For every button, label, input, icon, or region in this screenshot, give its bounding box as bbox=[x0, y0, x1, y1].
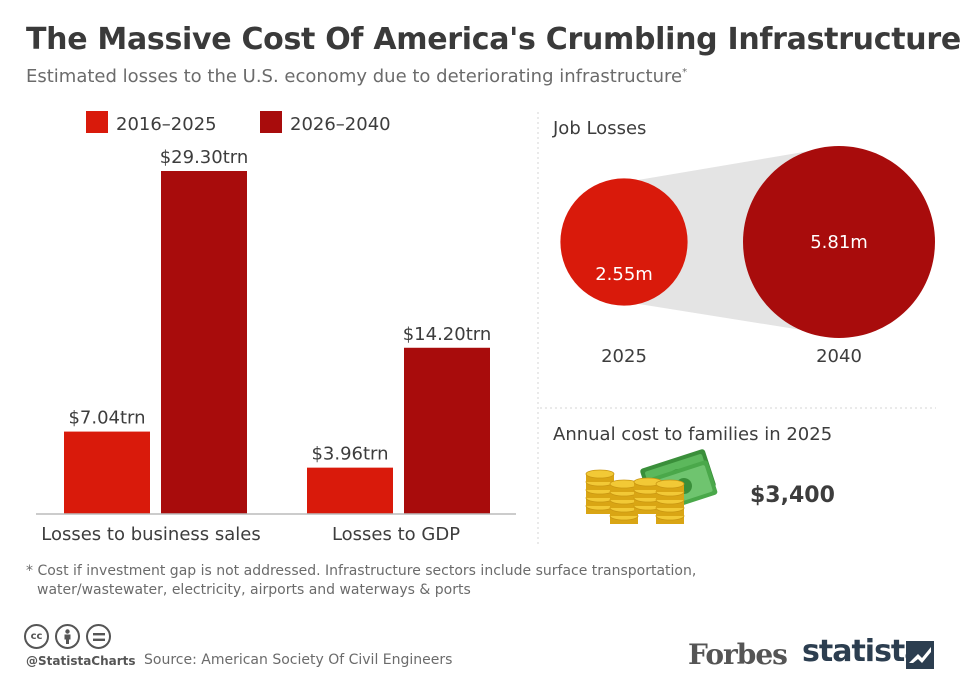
bar-2016-2025-business-sales bbox=[64, 431, 150, 514]
legend-label-2026-2040: 2026–2040 bbox=[290, 114, 391, 135]
statista-logo-icon bbox=[906, 641, 934, 669]
bar-value-label: $29.30trn bbox=[160, 147, 249, 168]
legend-swatch-2026-2040 bbox=[260, 111, 282, 133]
bar-value-label: $3.96trn bbox=[311, 444, 388, 465]
bar-2016-2025-gdp bbox=[307, 467, 393, 514]
bar-group: $7.04trn $3.96trn $29.30trn $14.20trn bbox=[64, 147, 491, 514]
families-title: Annual cost to families in 2025 bbox=[553, 424, 832, 445]
bar-2026-2040-gdp bbox=[404, 347, 490, 514]
legend: 2016–2025 2026–2040 bbox=[86, 111, 391, 135]
chart-subtitle: Estimated losses to the U.S. economy due… bbox=[26, 66, 687, 87]
job-loss-year-2040: 2040 bbox=[816, 346, 862, 367]
job-loss-value-2025: 2.55m bbox=[595, 264, 653, 285]
job-loss-bubble-2040 bbox=[743, 146, 935, 338]
bubble-group: 2.55m 2025 5.81m 2040 bbox=[560, 146, 935, 367]
statista-handle[interactable]: @StatistaCharts bbox=[26, 654, 136, 668]
footnote-line-2: water/wastewater, electricity, airports … bbox=[37, 582, 471, 598]
job-losses-title: Job Losses bbox=[552, 118, 646, 139]
subtitle-text: Estimated losses to the U.S. economy due… bbox=[26, 66, 683, 87]
category-label-business-sales: Losses to business sales bbox=[41, 524, 260, 545]
license-icons: cc bbox=[24, 624, 111, 649]
statista-logo[interactable]: statista bbox=[802, 634, 925, 669]
bar-value-label: $14.20trn bbox=[403, 324, 492, 345]
cc-icon: cc bbox=[24, 624, 49, 649]
by-icon bbox=[55, 624, 80, 649]
footnote: * Cost if investment gap is not addresse… bbox=[26, 562, 696, 600]
job-loss-year-2025: 2025 bbox=[601, 346, 647, 367]
money-icon bbox=[585, 449, 718, 524]
source-text: Source: American Society Of Civil Engine… bbox=[144, 652, 453, 668]
families-value: $3,400 bbox=[750, 483, 835, 508]
chart-title: The Massive Cost Of America's Crumbling … bbox=[26, 22, 960, 57]
legend-label-2016-2025: 2016–2025 bbox=[116, 114, 217, 135]
job-loss-bubble-2025 bbox=[560, 178, 688, 306]
bar-value-label: $7.04trn bbox=[68, 408, 145, 429]
job-loss-value-2040: 5.81m bbox=[810, 232, 868, 253]
forbes-logo[interactable]: Forbes bbox=[688, 638, 788, 671]
category-label-gdp: Losses to GDP bbox=[332, 524, 460, 545]
subtitle-footnote-marker: * bbox=[682, 67, 688, 78]
nd-icon bbox=[86, 624, 111, 649]
legend-swatch-2016-2025 bbox=[86, 111, 108, 133]
footnote-line-1: * Cost if investment gap is not addresse… bbox=[26, 563, 697, 579]
bar-2026-2040-business-sales bbox=[161, 171, 247, 514]
